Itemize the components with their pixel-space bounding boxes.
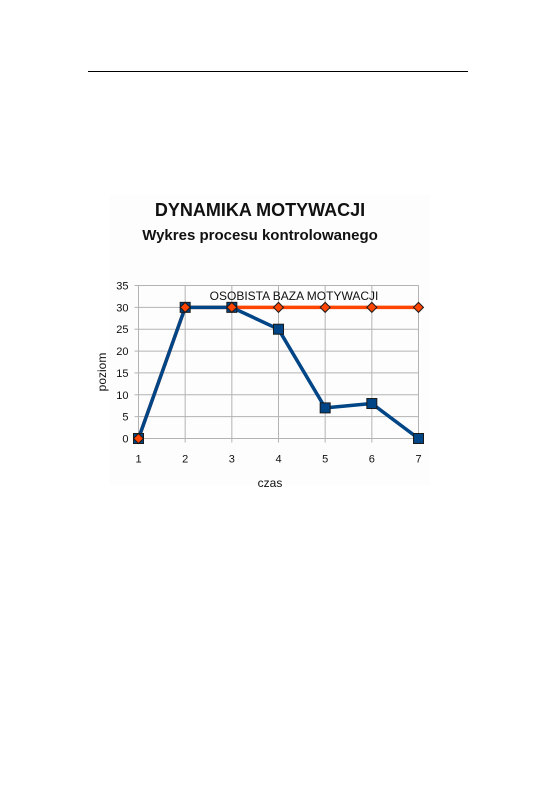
annotation-label: OSOBISTA BAZA MOTYWACJI (210, 289, 379, 303)
y-tick-label: 10 (116, 390, 128, 402)
series-1-marker (132, 432, 145, 445)
series-1-marker (179, 301, 191, 314)
series-1-marker (319, 301, 331, 314)
series-2-marker (273, 323, 284, 335)
series-2-marker (366, 398, 378, 410)
y-tick-label: 15 (116, 368, 128, 380)
x-tick-label: 2 (182, 454, 188, 466)
series-1-marker (412, 301, 425, 314)
y-tick-label: 25 (116, 324, 128, 336)
y-tick-label: 5 (122, 412, 128, 424)
y-tick-label: 0 (122, 434, 128, 446)
x-tick-label: 6 (369, 454, 375, 466)
chart-panel (110, 195, 430, 485)
series-2-marker (413, 433, 424, 444)
x-tick-label: 1 (135, 454, 141, 466)
x-tick-label: 3 (229, 454, 235, 466)
chart-title: DYNAMIKA MOTYWACJI (154, 200, 366, 220)
y-tick-label: 35 (116, 281, 128, 293)
series-1-marker (226, 301, 238, 314)
top-rule (88, 71, 468, 72)
y-tick-label: 30 (116, 302, 128, 314)
series-1-marker (272, 301, 285, 314)
x-tick-label: 4 (275, 454, 281, 466)
x-tick-label: 7 (415, 454, 421, 466)
x-tick-label: 5 (322, 454, 328, 466)
y-tick-label: 20 (116, 346, 128, 358)
x-axis-label: czas (258, 476, 283, 490)
chart-subtitle: Wykres procesu kontrolowanego (142, 227, 378, 244)
x-tick-labels: 1 2 3 4 5 6 7 (135, 454, 421, 466)
series-markers (132, 301, 425, 445)
series-1-marker (366, 301, 378, 314)
y-axis-label: poziom (95, 353, 109, 392)
y-tick-labels: 0 5 10 15 20 25 30 35 (116, 281, 128, 446)
series-2-marker (319, 402, 331, 414)
